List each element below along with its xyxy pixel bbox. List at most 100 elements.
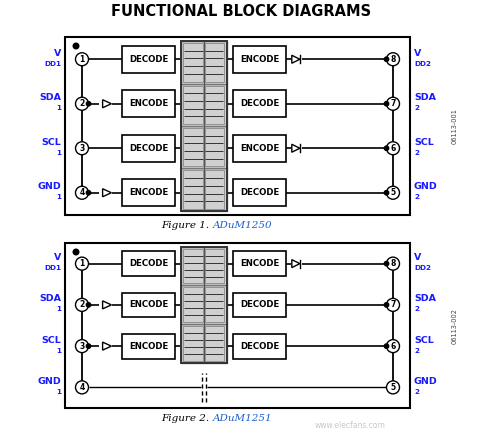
Text: DECODE: DECODE: [240, 301, 279, 309]
Polygon shape: [292, 260, 300, 268]
Text: V: V: [54, 253, 61, 262]
Circle shape: [386, 381, 399, 394]
Bar: [205, 326, 224, 361]
Text: www.elecfans.com: www.elecfans.com: [314, 421, 385, 430]
Circle shape: [384, 146, 389, 150]
Text: DECODE: DECODE: [240, 188, 279, 197]
Circle shape: [384, 57, 389, 62]
Circle shape: [75, 298, 88, 312]
Bar: [233, 293, 286, 317]
Text: 1: 1: [56, 194, 61, 200]
Text: 2: 2: [414, 105, 419, 111]
Text: 6: 6: [390, 144, 396, 153]
Bar: [65, 243, 410, 408]
Bar: [205, 43, 224, 81]
Bar: [205, 128, 224, 166]
Bar: [205, 170, 224, 209]
Bar: [181, 169, 227, 211]
Bar: [233, 334, 286, 359]
Text: 06113-002: 06113-002: [452, 308, 458, 344]
Text: 2: 2: [414, 389, 419, 395]
Text: 5: 5: [390, 188, 396, 197]
Circle shape: [75, 53, 88, 66]
Circle shape: [384, 102, 389, 106]
Bar: [122, 90, 175, 117]
Circle shape: [86, 303, 91, 307]
Text: 2: 2: [414, 150, 419, 156]
Circle shape: [73, 249, 79, 255]
Text: 1: 1: [56, 306, 61, 312]
Bar: [183, 85, 203, 124]
Circle shape: [384, 344, 389, 348]
Text: Figure 2.: Figure 2.: [162, 414, 213, 423]
Text: DECODE: DECODE: [129, 144, 168, 153]
Circle shape: [75, 186, 88, 199]
Text: ENCODE: ENCODE: [240, 259, 279, 268]
Circle shape: [86, 102, 91, 106]
Circle shape: [386, 340, 399, 352]
Text: SDA: SDA: [39, 93, 61, 102]
Bar: [183, 128, 203, 166]
Polygon shape: [292, 55, 300, 63]
Bar: [122, 251, 175, 276]
Bar: [181, 41, 227, 211]
Text: ADuM1251: ADuM1251: [213, 414, 272, 423]
Bar: [181, 41, 227, 84]
Text: SCL: SCL: [41, 336, 61, 345]
Text: V: V: [414, 253, 421, 262]
Bar: [183, 170, 203, 209]
Circle shape: [86, 191, 91, 195]
Circle shape: [75, 97, 88, 110]
Circle shape: [386, 257, 399, 270]
Polygon shape: [102, 100, 112, 108]
Bar: [233, 135, 286, 161]
Bar: [233, 180, 286, 206]
Text: SCL: SCL: [414, 138, 434, 147]
Bar: [205, 287, 224, 322]
Text: 2: 2: [414, 348, 419, 354]
Circle shape: [386, 142, 399, 155]
Text: ENCODE: ENCODE: [129, 188, 168, 197]
Text: GND: GND: [414, 377, 438, 386]
Text: 8: 8: [390, 259, 396, 268]
Text: ENCODE: ENCODE: [129, 341, 168, 351]
Text: 2: 2: [414, 306, 419, 312]
Circle shape: [73, 43, 79, 49]
Text: SCL: SCL: [414, 336, 434, 345]
Text: ENCODE: ENCODE: [240, 55, 279, 64]
Circle shape: [75, 381, 88, 394]
Bar: [183, 43, 203, 81]
Text: V: V: [54, 49, 61, 58]
Text: 4: 4: [79, 383, 85, 392]
Bar: [233, 46, 286, 73]
Bar: [181, 286, 227, 324]
Circle shape: [384, 303, 389, 307]
Circle shape: [75, 340, 88, 352]
Text: DECODE: DECODE: [129, 55, 168, 64]
Bar: [205, 85, 224, 124]
Polygon shape: [102, 189, 112, 197]
Circle shape: [86, 344, 91, 348]
Text: 2: 2: [79, 99, 85, 108]
Bar: [233, 90, 286, 117]
Text: ENCODE: ENCODE: [240, 144, 279, 153]
Text: DECODE: DECODE: [129, 259, 168, 268]
Text: 2: 2: [414, 194, 419, 200]
Polygon shape: [102, 342, 112, 350]
Text: DECODE: DECODE: [240, 99, 279, 108]
Bar: [183, 249, 203, 283]
Text: 06113-001: 06113-001: [452, 108, 458, 144]
Circle shape: [75, 142, 88, 155]
Text: SDA: SDA: [414, 93, 436, 102]
Text: ENCODE: ENCODE: [129, 301, 168, 309]
Bar: [181, 84, 227, 126]
Circle shape: [75, 257, 88, 270]
Text: SCL: SCL: [41, 138, 61, 147]
Bar: [122, 180, 175, 206]
Text: 7: 7: [390, 99, 396, 108]
Bar: [122, 46, 175, 73]
Text: 1: 1: [79, 259, 85, 268]
Text: DD1: DD1: [44, 265, 61, 271]
Bar: [181, 247, 227, 286]
Text: DD2: DD2: [414, 265, 431, 271]
